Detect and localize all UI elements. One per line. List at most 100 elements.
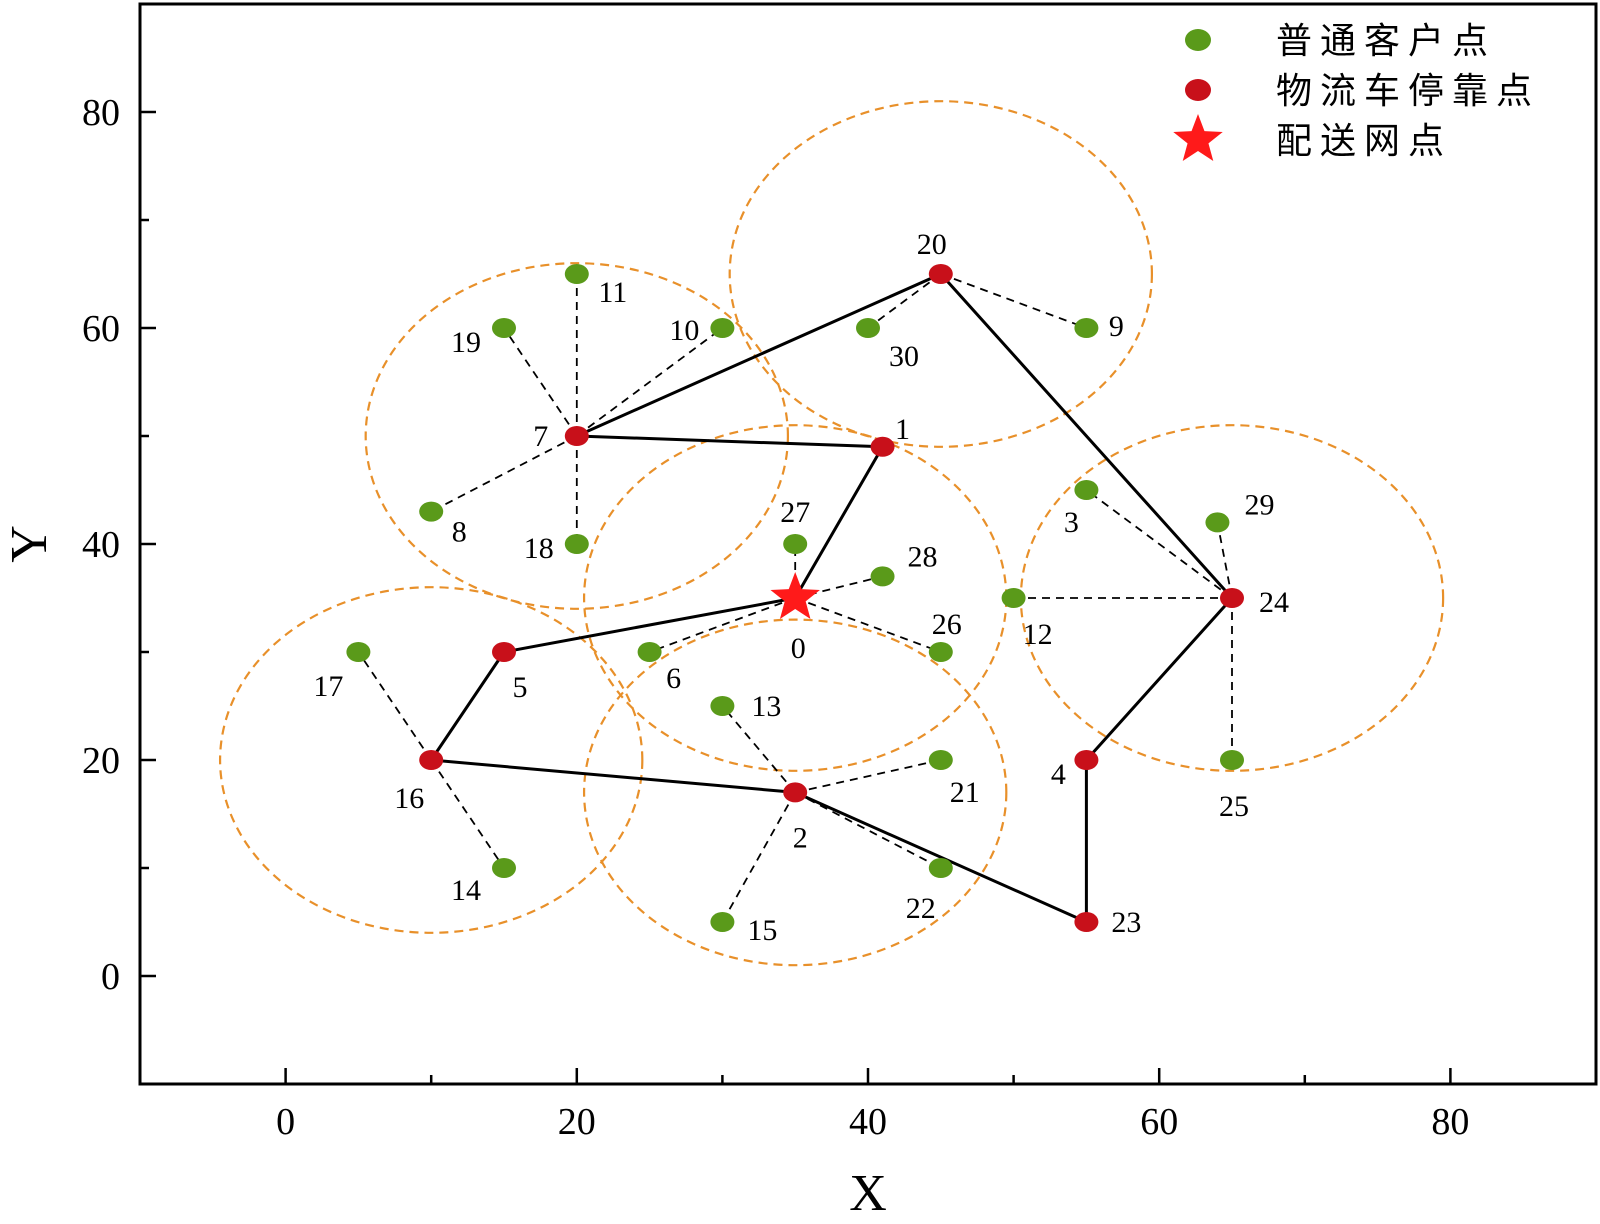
assignment-line-7-19 xyxy=(503,327,578,437)
assignment-line-20-30 xyxy=(867,273,942,329)
customer-point-18 xyxy=(564,534,589,554)
point-label-18: 18 xyxy=(524,532,554,565)
y-tick-label-0: 0 xyxy=(101,956,120,998)
assignment-line-20-9 xyxy=(940,273,1087,329)
assignment-line-2-15 xyxy=(721,791,796,923)
legend-marker-depot xyxy=(1173,114,1223,162)
customer-point-11 xyxy=(564,264,589,284)
point-label-4: 4 xyxy=(1051,758,1066,791)
customer-point-22 xyxy=(928,858,953,878)
point-label-26: 26 xyxy=(932,608,962,641)
point-label-23: 23 xyxy=(1111,906,1141,939)
customer-point-29 xyxy=(1205,512,1230,533)
point-label-8: 8 xyxy=(452,516,467,549)
y-tick-label-60: 60 xyxy=(82,308,120,350)
legend-marker-parking xyxy=(1185,79,1211,101)
assignment-line-0-6 xyxy=(649,597,796,653)
point-label-2: 2 xyxy=(793,821,808,854)
customer-point-14 xyxy=(492,858,516,878)
customer-point-21 xyxy=(928,750,953,770)
point-label-22: 22 xyxy=(906,892,936,925)
point-label-24: 24 xyxy=(1259,586,1289,619)
legend-marker-customer xyxy=(1185,29,1211,51)
point-label-15: 15 xyxy=(747,914,777,947)
coverage-circle-20 xyxy=(728,100,1154,448)
assignment-line-0-26 xyxy=(794,597,942,653)
route-segment-24-4 xyxy=(1084,596,1234,762)
x-tick-label-20: 20 xyxy=(558,1101,596,1143)
legend-label-2: 配送网点 xyxy=(1276,121,1452,162)
parking-point-23 xyxy=(1074,912,1099,932)
assignment-line-16-14 xyxy=(430,759,505,869)
point-label-9: 9 xyxy=(1109,310,1124,343)
point-label-16: 16 xyxy=(394,782,424,815)
customer-point-30 xyxy=(856,318,880,338)
point-label-13: 13 xyxy=(751,690,781,723)
x-tick-label-40: 40 xyxy=(849,1101,887,1143)
point-label-27: 27 xyxy=(780,496,810,529)
x-tick-label-80: 80 xyxy=(1431,1101,1469,1143)
customer-point-19 xyxy=(492,318,516,338)
route-segment-0-1 xyxy=(793,445,885,600)
route-lines xyxy=(429,272,1234,924)
assignment-line-2-13 xyxy=(721,705,796,793)
parking-point-20 xyxy=(928,264,953,284)
route-segment-2-16 xyxy=(429,758,797,794)
point-label-0: 0 xyxy=(791,632,806,665)
point-label-5: 5 xyxy=(513,671,528,704)
customer-point-9 xyxy=(1074,318,1099,338)
parking-point-7 xyxy=(564,426,589,446)
assignment-line-24-29 xyxy=(1216,522,1233,599)
customer-point-12 xyxy=(1001,588,1026,608)
customer-point-15 xyxy=(710,912,735,932)
point-label-11: 11 xyxy=(598,276,627,309)
coverage-circle-7 xyxy=(364,262,790,610)
point-label-19: 19 xyxy=(451,326,481,359)
point-label-29: 29 xyxy=(1244,488,1274,521)
customer-point-6 xyxy=(637,642,662,662)
point-label-3: 3 xyxy=(1064,506,1079,539)
y-tick-label-40: 40 xyxy=(82,524,120,566)
point-label-17: 17 xyxy=(313,670,343,703)
point-label-28: 28 xyxy=(908,540,938,573)
customer-point-13 xyxy=(710,696,735,716)
point-label-25: 25 xyxy=(1219,790,1249,823)
route-segment-7-20 xyxy=(575,272,943,438)
coverage-circle-16 xyxy=(218,586,644,934)
y-axis-title: Y xyxy=(1,525,58,563)
point-label-14: 14 xyxy=(451,874,481,907)
coverage-circle-2 xyxy=(582,618,1008,967)
route-segment-20-24 xyxy=(939,272,1234,600)
route-segment-16-5 xyxy=(429,650,506,762)
point-label-30: 30 xyxy=(889,340,919,373)
point-label-6: 6 xyxy=(666,662,681,695)
x-tick-label-0: 0 xyxy=(276,1101,295,1143)
parking-point-1 xyxy=(870,436,895,457)
assignment-line-16-17 xyxy=(357,651,432,761)
y-tick-label-20: 20 xyxy=(82,740,120,782)
parking-point-5 xyxy=(492,642,516,662)
point-label-7: 7 xyxy=(533,420,548,453)
x-axis-title: X xyxy=(849,1165,887,1222)
route-segment-1-7 xyxy=(575,434,885,449)
customer-point-25 xyxy=(1220,750,1244,770)
parking-point-24 xyxy=(1220,588,1244,608)
assignment-line-2-21 xyxy=(795,759,941,794)
point-label-1: 1 xyxy=(895,413,910,446)
depot-star-0 xyxy=(770,572,820,620)
route-segment-5-0 xyxy=(502,596,797,654)
customer-point-17 xyxy=(346,642,371,662)
point-label-21: 21 xyxy=(950,776,980,809)
customer-point-27 xyxy=(783,534,808,554)
point-label-20: 20 xyxy=(917,228,947,261)
legend-label-1: 物流车停靠点 xyxy=(1276,71,1540,112)
assignment-line-7-10 xyxy=(576,327,723,437)
x-tick-label-60: 60 xyxy=(1140,1101,1178,1143)
y-tick-label-80: 80 xyxy=(82,92,120,134)
route-segment-23-2 xyxy=(793,790,1088,924)
points-layer xyxy=(346,264,1244,932)
